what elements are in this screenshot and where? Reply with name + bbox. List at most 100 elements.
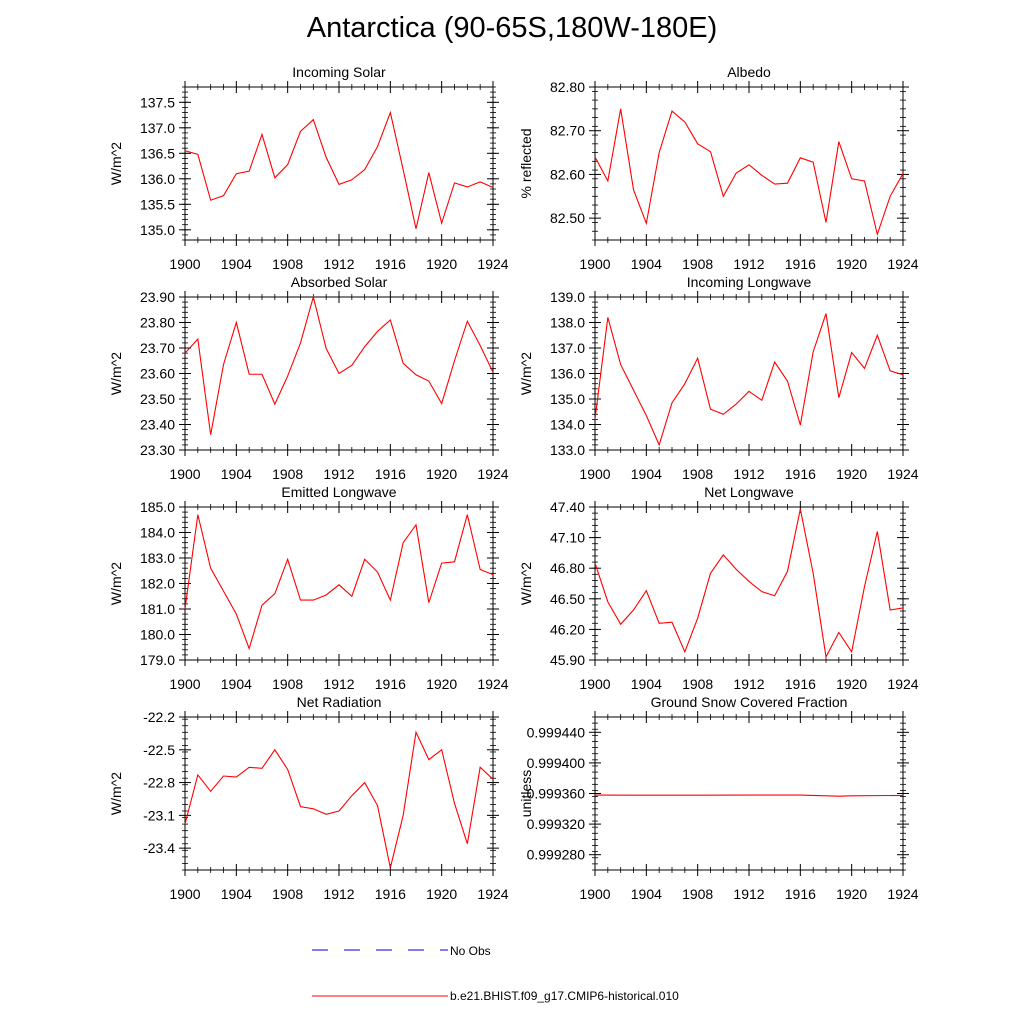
y-tick-label: 47.10 bbox=[550, 530, 585, 546]
legend-label-model: b.e21.BHIST.f09_g17.CMIP6-historical.010 bbox=[450, 989, 679, 1003]
y-tick-label: 23.40 bbox=[140, 417, 175, 433]
x-tick-label: 1916 bbox=[375, 466, 406, 482]
y-tick-label: 46.80 bbox=[550, 560, 585, 576]
y-tick-label: 184.0 bbox=[140, 525, 175, 541]
y-tick-label: 135.0 bbox=[140, 222, 175, 238]
panel-5: Net Longwave W/m^2 45.90 46.20 46.50 46.80 47.… bbox=[518, 484, 919, 692]
series-line bbox=[594, 508, 904, 659]
y-tick-label: -22.2 bbox=[143, 709, 175, 725]
y-tick-label: 23.90 bbox=[140, 289, 175, 305]
x-tick-label: 1916 bbox=[785, 256, 816, 272]
y-tick-label: -22.8 bbox=[143, 775, 175, 791]
y-axis-label: W/m^2 bbox=[518, 562, 534, 605]
y-tick-label: 136.0 bbox=[550, 366, 585, 382]
y-tick-label: 82.70 bbox=[550, 123, 585, 139]
x-tick-label: 1912 bbox=[323, 466, 354, 482]
x-tick-label: 1904 bbox=[631, 676, 662, 692]
x-tick-label: 1920 bbox=[836, 676, 867, 692]
x-tick-label: 1900 bbox=[169, 256, 200, 272]
x-tick-label: 1916 bbox=[375, 676, 406, 692]
panel-title: Incoming Solar bbox=[292, 64, 386, 80]
series-line bbox=[184, 294, 494, 435]
y-tick-label: 183.0 bbox=[140, 550, 175, 566]
x-tick-label: 1904 bbox=[221, 886, 252, 902]
x-tick-label: 1908 bbox=[682, 466, 713, 482]
plot-frame bbox=[184, 86, 494, 241]
legend-label-no-obs: No Obs bbox=[450, 944, 491, 958]
panel-title: Net Longwave bbox=[704, 484, 794, 500]
x-tick-label: 1908 bbox=[682, 886, 713, 902]
x-tick-label: 1920 bbox=[836, 886, 867, 902]
plot-frame bbox=[184, 716, 494, 871]
y-axis-label: W/m^2 bbox=[108, 352, 124, 395]
x-tick-label: 1900 bbox=[579, 676, 610, 692]
x-tick-label: 1912 bbox=[323, 256, 354, 272]
panel-title: Emitted Longwave bbox=[281, 484, 396, 500]
y-axis-label: W/m^2 bbox=[108, 562, 124, 605]
y-tick-label: 82.60 bbox=[550, 166, 585, 182]
y-tick-label: 136.0 bbox=[140, 171, 175, 187]
x-tick-label: 1904 bbox=[221, 676, 252, 692]
y-axis-label: W/m^2 bbox=[108, 772, 124, 815]
y-tick-label: 182.0 bbox=[140, 576, 175, 592]
x-tick-label: 1920 bbox=[426, 676, 457, 692]
x-tick-label: 1916 bbox=[785, 676, 816, 692]
y-axis-label: % reflected bbox=[518, 128, 534, 198]
series-line bbox=[184, 110, 494, 229]
x-tick-label: 1924 bbox=[477, 676, 508, 692]
x-tick-label: 1924 bbox=[887, 886, 918, 902]
y-tick-label: 180.0 bbox=[140, 627, 175, 643]
y-tick-label: 46.50 bbox=[550, 591, 585, 607]
x-tick-label: 1920 bbox=[836, 256, 867, 272]
x-tick-label: 1904 bbox=[221, 256, 252, 272]
x-tick-label: 1908 bbox=[682, 676, 713, 692]
y-tick-label: 82.80 bbox=[550, 79, 585, 95]
y-tick-label: 23.70 bbox=[140, 340, 175, 356]
x-tick-label: 1908 bbox=[272, 676, 303, 692]
plot-frame bbox=[594, 296, 904, 451]
x-tick-label: 1924 bbox=[887, 676, 918, 692]
series-line bbox=[594, 313, 904, 447]
x-tick-label: 1904 bbox=[221, 466, 252, 482]
panel-0: Incoming Solar W/m^2 135.0 135.5 136.0 136.5 1… bbox=[108, 64, 509, 272]
y-tick-label: 137.5 bbox=[140, 94, 175, 110]
y-tick-label: 133.0 bbox=[550, 442, 585, 458]
y-tick-label: 46.20 bbox=[550, 621, 585, 637]
y-tick-label: 45.90 bbox=[550, 652, 585, 668]
x-tick-label: 1904 bbox=[631, 256, 662, 272]
x-tick-label: 1924 bbox=[477, 466, 508, 482]
y-tick-label: -23.1 bbox=[143, 807, 175, 823]
y-tick-label: 0.999440 bbox=[527, 724, 586, 740]
plot-frame bbox=[594, 506, 904, 661]
x-tick-label: 1920 bbox=[426, 886, 457, 902]
x-tick-label: 1924 bbox=[477, 886, 508, 902]
y-tick-label: 47.40 bbox=[550, 499, 585, 515]
panel-4: Emitted Longwave W/m^2 179.0 180.0 181.0 182.… bbox=[108, 484, 509, 692]
x-tick-label: 1916 bbox=[375, 886, 406, 902]
x-tick-label: 1912 bbox=[323, 886, 354, 902]
x-tick-label: 1920 bbox=[426, 466, 457, 482]
y-tick-label: 138.0 bbox=[550, 315, 585, 331]
x-tick-label: 1908 bbox=[272, 886, 303, 902]
series-line bbox=[184, 514, 494, 651]
y-tick-label: 23.60 bbox=[140, 366, 175, 382]
legend: No Obs b.e21.BHIST.f09_g17.CMIP6-historic… bbox=[312, 944, 679, 1003]
y-tick-label: -22.5 bbox=[143, 742, 175, 758]
y-tick-label: 135.5 bbox=[140, 196, 175, 212]
y-tick-label: 139.0 bbox=[550, 289, 585, 305]
y-tick-label: 185.0 bbox=[140, 499, 175, 515]
panel-title: Ground Snow Covered Fraction bbox=[651, 694, 848, 710]
plot-frame bbox=[594, 716, 904, 871]
panel-title: Incoming Longwave bbox=[687, 274, 812, 290]
y-tick-label: -23.4 bbox=[143, 840, 175, 856]
x-tick-label: 1924 bbox=[887, 466, 918, 482]
y-axis-label: W/m^2 bbox=[108, 142, 124, 185]
x-tick-label: 1908 bbox=[272, 466, 303, 482]
y-tick-label: 136.5 bbox=[140, 145, 175, 161]
x-tick-label: 1908 bbox=[272, 256, 303, 272]
y-tick-label: 23.30 bbox=[140, 442, 175, 458]
panel-7: Ground Snow Covered Fractionunitless0.99… bbox=[518, 694, 919, 902]
x-tick-label: 1920 bbox=[426, 256, 457, 272]
y-tick-label: 134.0 bbox=[550, 417, 585, 433]
x-tick-label: 1924 bbox=[477, 256, 508, 272]
